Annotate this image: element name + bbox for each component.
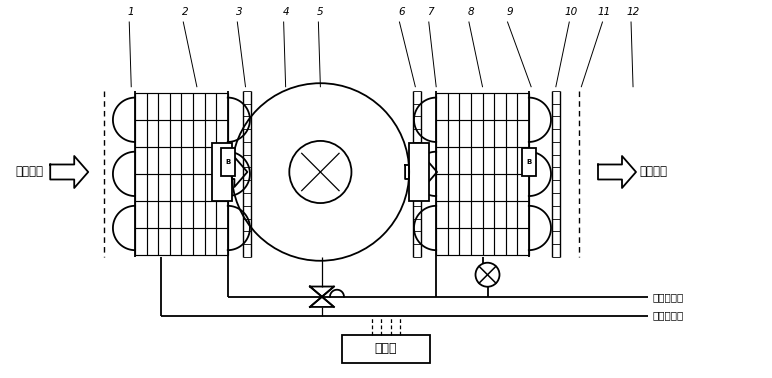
Text: 5: 5: [317, 7, 323, 17]
Text: 2: 2: [182, 7, 188, 17]
Text: 4: 4: [283, 7, 289, 17]
Text: 冷媒剂出口: 冷媒剂出口: [652, 292, 683, 302]
Text: 控制器: 控制器: [374, 342, 398, 355]
Text: B: B: [527, 159, 531, 165]
Text: 空调进风: 空调进风: [15, 166, 43, 178]
Bar: [221, 148, 235, 176]
Text: B: B: [225, 159, 230, 165]
Bar: [522, 148, 536, 176]
Text: 12: 12: [626, 7, 640, 17]
Bar: [342, 335, 431, 363]
Text: 7: 7: [428, 7, 434, 17]
Text: 冷媒剂进口: 冷媒剂进口: [652, 311, 683, 321]
Text: 空调出风: 空调出风: [639, 166, 667, 178]
Text: 11: 11: [598, 7, 611, 17]
Text: 10: 10: [564, 7, 578, 17]
Text: 9: 9: [506, 7, 513, 17]
Bar: [409, 143, 429, 201]
Text: 3: 3: [236, 7, 242, 17]
Text: 1: 1: [128, 7, 134, 17]
Text: 6: 6: [398, 7, 405, 17]
Text: 8: 8: [468, 7, 474, 17]
Bar: [212, 143, 232, 201]
